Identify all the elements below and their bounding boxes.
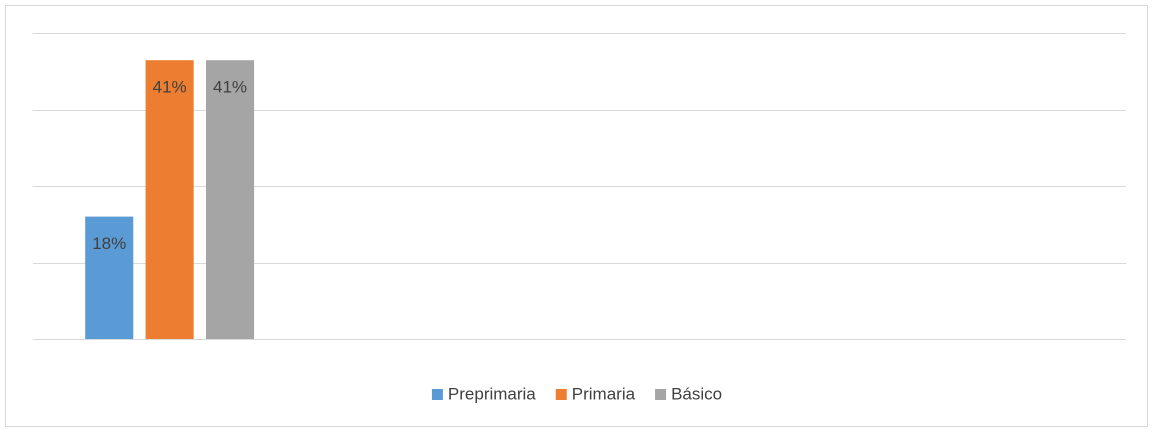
legend-label: Básico (671, 384, 722, 403)
data-label: 41% (213, 78, 247, 97)
bar (205, 60, 255, 339)
bar (85, 216, 134, 339)
legend-swatch (431, 389, 443, 400)
data-label: 18% (92, 234, 126, 253)
legend-swatch (655, 389, 667, 400)
legend-label: Primaria (572, 384, 636, 403)
bar (145, 60, 194, 339)
data-label: 41% (153, 78, 187, 97)
chart-border (5, 5, 1148, 427)
legend-swatch (555, 389, 567, 400)
legend-label: Preprimaria (448, 384, 536, 403)
